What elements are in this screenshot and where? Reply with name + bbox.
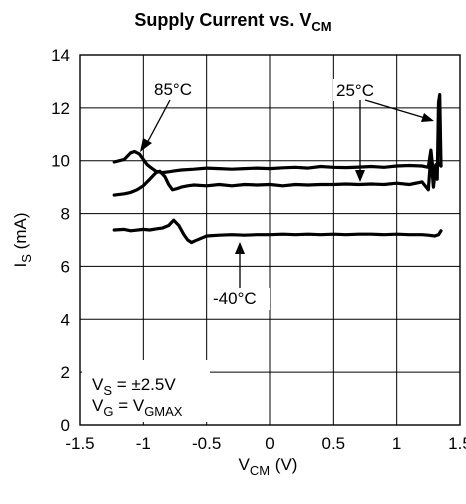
label-25-bg bbox=[333, 79, 387, 101]
label-m40-bg bbox=[210, 288, 270, 310]
vs-condition-subscript: S bbox=[103, 383, 112, 398]
x-tick-label: 1 bbox=[392, 434, 401, 453]
y-axis-label-subscript: S bbox=[19, 254, 34, 263]
series-layer bbox=[112, 92, 443, 245]
series-line-85c bbox=[112, 148, 443, 176]
arrow-25-head-a bbox=[355, 170, 365, 182]
x-tick-label: -1 bbox=[136, 434, 151, 453]
y-tick-label: 8 bbox=[61, 205, 70, 224]
chart-title-subscript: CM bbox=[311, 19, 331, 34]
arrow-25-line-b bbox=[364, 99, 426, 119]
y-tick-label: 14 bbox=[51, 46, 70, 65]
vg-condition-subscript-2: GMAX bbox=[144, 404, 183, 419]
x-axis-label-subscript: CM bbox=[250, 463, 270, 478]
label-m40: -40°C bbox=[213, 289, 257, 308]
condition-box bbox=[82, 360, 210, 422]
arrow-25-head-b bbox=[421, 113, 434, 122]
x-tick-labels: -1.5 -1 -0.5 0 0.5 1 1.5 bbox=[65, 434, 466, 453]
arrow-85-line bbox=[145, 99, 171, 146]
x-axis-label: VCM (V) bbox=[239, 455, 298, 478]
arrow-85-head bbox=[140, 138, 152, 152]
series-line-minus40c bbox=[112, 218, 443, 245]
vs-condition: VS = ±2.5V bbox=[92, 375, 176, 398]
y-tick-label: 12 bbox=[51, 99, 70, 118]
vg-condition-subscript: G bbox=[103, 404, 113, 419]
y-axis-label: IS (mA) bbox=[11, 213, 34, 268]
y-tick-label: 0 bbox=[61, 416, 70, 435]
arrow-m40-head bbox=[235, 242, 245, 254]
y-tick-label: 2 bbox=[61, 363, 70, 382]
y-tick-label: 10 bbox=[51, 152, 70, 171]
chart-title: Supply Current vs. VCM bbox=[134, 10, 331, 34]
y-tick-labels: 0 2 4 6 8 10 12 14 bbox=[51, 46, 70, 435]
vs-condition-value: = ±2.5V bbox=[112, 375, 176, 394]
y-axis-label-unit: (mA) bbox=[11, 213, 30, 255]
y-tick-label: 6 bbox=[61, 257, 70, 276]
x-tick-label: 1.5 bbox=[448, 434, 466, 453]
plot-frame bbox=[79, 54, 461, 426]
label-85-bg bbox=[151, 78, 205, 100]
vg-condition-equals: = V bbox=[113, 396, 144, 415]
series-line-25c bbox=[112, 92, 443, 197]
label-25: 25°C bbox=[336, 81, 374, 100]
y-tick-label: 4 bbox=[61, 310, 70, 329]
x-tick-label: 0.5 bbox=[322, 434, 346, 453]
x-tick-label: -1.5 bbox=[65, 434, 94, 453]
label-85: 85°C bbox=[154, 80, 192, 99]
x-tick-label: -0.5 bbox=[192, 434, 221, 453]
x-axis-label-unit: (V) bbox=[270, 455, 297, 474]
vg-condition: VG = VGMAX bbox=[92, 396, 183, 419]
x-tick-label: 0 bbox=[265, 434, 274, 453]
